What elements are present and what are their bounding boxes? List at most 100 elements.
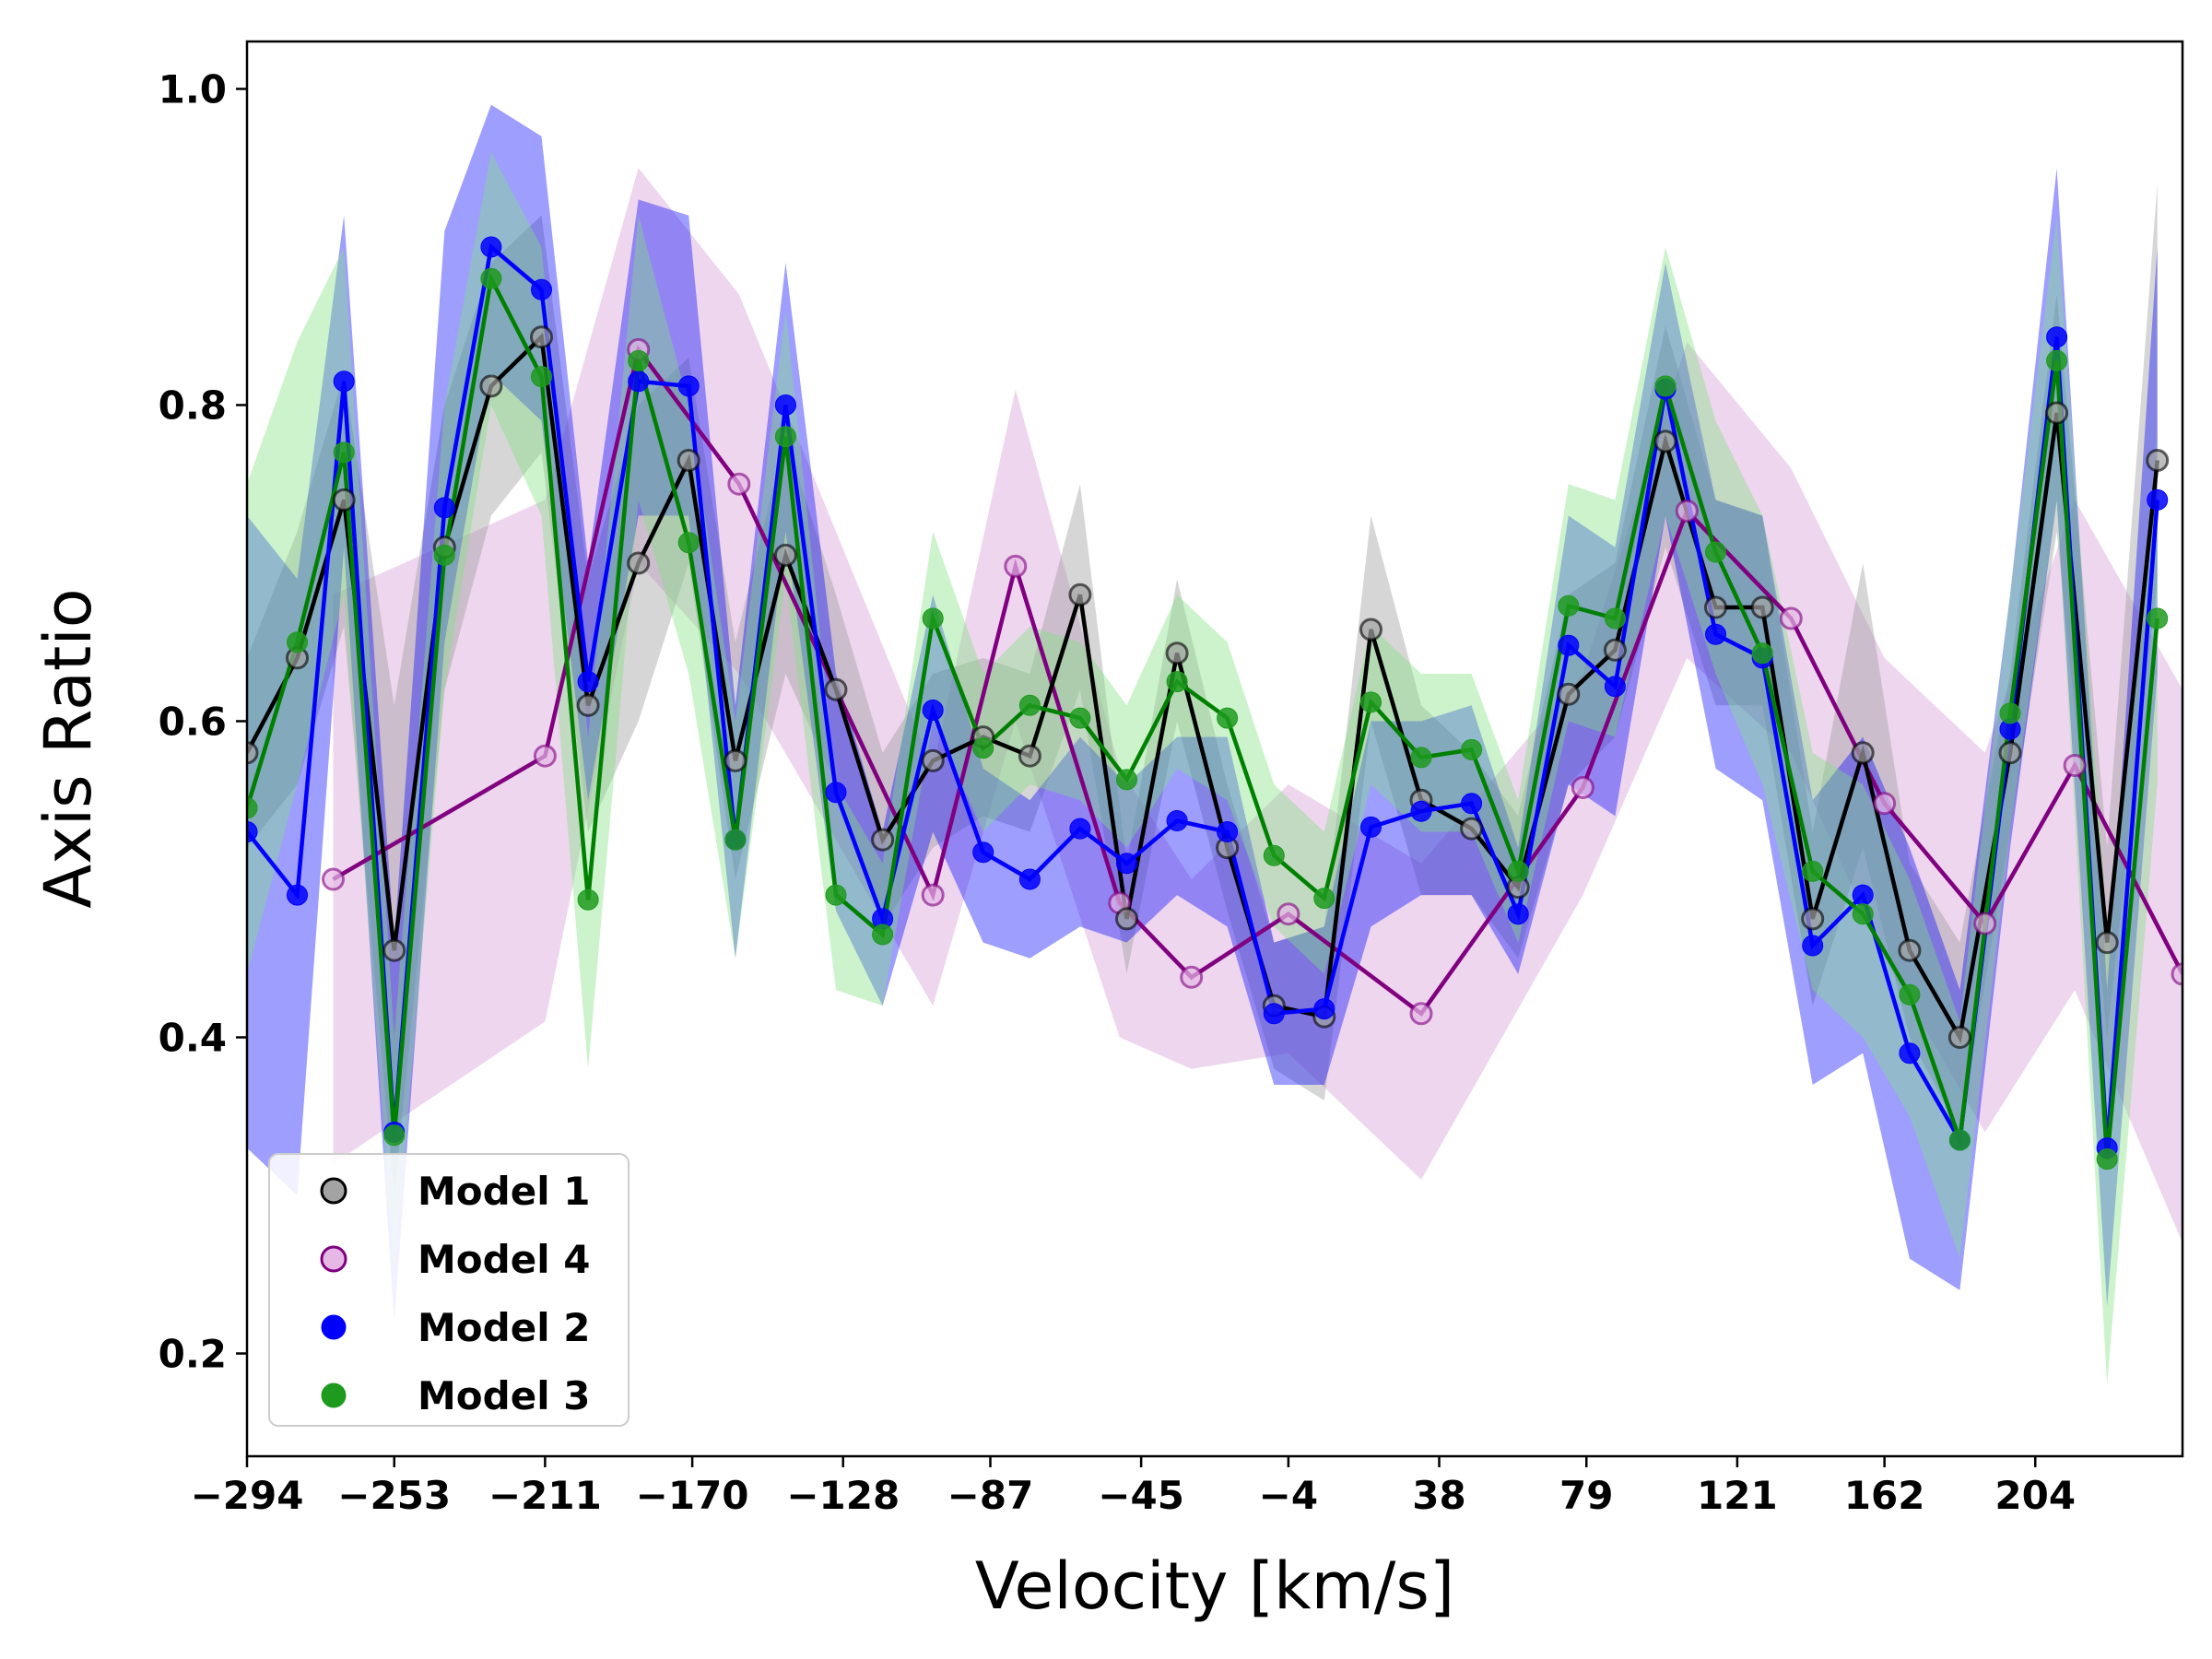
model-1-point: [1898, 938, 1922, 962]
model-1-point: [1557, 682, 1581, 706]
model-2-point: [774, 394, 796, 416]
model-3-point: [2147, 607, 2169, 629]
y-tick-label: 1.0: [159, 66, 227, 112]
model-3-point: [1654, 375, 1677, 397]
model-1-point: [1851, 741, 1875, 765]
model-3-point: [1116, 769, 1137, 791]
model-3-point: [628, 349, 650, 371]
model-3-line: [247, 272, 2159, 1159]
model-3-point: [1461, 738, 1483, 760]
x-tick-label: −170: [636, 1473, 749, 1518]
model-1-point: [1165, 641, 1189, 665]
model-3-point: [1999, 702, 2021, 724]
model-2-point: [1166, 810, 1188, 831]
model-1-point: [677, 449, 700, 472]
model-3-point: [1948, 1129, 1971, 1151]
model-1-point: [871, 828, 895, 852]
model-3-point: [1705, 541, 1726, 563]
x-tick-label: 121: [1697, 1473, 1778, 1518]
model-1-point: [530, 325, 553, 349]
model-3-point: [922, 607, 944, 629]
model-3-point: [774, 426, 796, 448]
model-2-point: [577, 671, 599, 693]
model-1-point: [332, 488, 356, 512]
legend: Model 1 Model 4 Model 2 Model 3: [268, 1153, 629, 1427]
model-3-point: [1899, 983, 1921, 1006]
model-3-point: [1166, 671, 1188, 693]
x-tick-label: −87: [947, 1473, 1034, 1518]
x-tick-label: 79: [1559, 1473, 1613, 1518]
x-axis-title: Velocity [km/s]: [975, 1548, 1454, 1624]
x-axis-ticks: −294 −253 −211 −170 −128 −87 −45 −4 38 79 121 162 20…: [191, 1456, 2076, 1518]
model-3-point: [972, 737, 994, 759]
model-2-point: [677, 375, 700, 397]
model-2-point: [1852, 884, 1874, 906]
model-2-point: [333, 371, 355, 393]
y-tick-label: 0.6: [159, 699, 227, 744]
model-4-point: [727, 472, 751, 496]
model-1-point: [1603, 638, 1627, 662]
model-4-point: [322, 867, 345, 891]
model-4-point: [533, 744, 557, 768]
y-tick-label: 0.4: [159, 1016, 227, 1061]
model-2-band: [247, 104, 2158, 1323]
model-3-point: [1604, 607, 1626, 629]
model-1-point: [576, 693, 600, 717]
model-1-point: [1115, 907, 1138, 931]
model-4-point: [1277, 902, 1300, 926]
series-markers: [247, 236, 2183, 1171]
legend-marker-model-1: [320, 1177, 347, 1205]
model-1-point: [627, 551, 651, 575]
x-tick-label: 204: [1994, 1473, 2076, 1518]
model-1-line: [247, 332, 2159, 1043]
model-2-point: [287, 884, 308, 906]
model-3-point: [480, 267, 502, 289]
model-3-point: [1069, 707, 1091, 729]
y-axis-title: Axis Ratio: [30, 588, 106, 908]
x-tick-label: 162: [1844, 1473, 1925, 1518]
legend-box: [268, 1153, 629, 1427]
model-2-point: [2147, 488, 2169, 511]
model-3-point: [1360, 691, 1382, 713]
model-4-point: [1004, 554, 1028, 578]
model-2-point: [433, 497, 455, 519]
model-3-point: [1507, 860, 1529, 882]
model-2-point: [247, 821, 258, 842]
x-tick-label: −253: [337, 1473, 451, 1518]
model-3-point: [1802, 860, 1824, 882]
model-2-point: [1018, 868, 1041, 890]
model-3-point: [1852, 903, 1874, 925]
model-2-point: [1116, 853, 1137, 875]
model-4-point: [1973, 912, 1997, 935]
model-4-point: [1873, 792, 1897, 816]
model-3-point: [677, 532, 700, 554]
model-2-point: [1313, 998, 1335, 1020]
legend-label-model-4: Model 4: [418, 1237, 590, 1282]
model-3-point: [1313, 888, 1335, 910]
model-4-point: [1180, 965, 1204, 989]
model-2-point: [922, 700, 944, 721]
model-1-point: [1068, 582, 1092, 606]
model-2-point: [628, 371, 650, 393]
model-2-point: [1604, 676, 1626, 698]
legend-marker-model-3: [321, 1382, 347, 1408]
x-tick-label: −294: [191, 1473, 304, 1518]
model-4-point: [1409, 1002, 1433, 1026]
model-2-point: [2046, 326, 2068, 348]
series-lines: [247, 242, 2183, 1159]
model-3-point: [531, 366, 552, 388]
x-tick-label: −211: [488, 1473, 602, 1518]
model-1-point: [1653, 429, 1677, 453]
model-2-line: [247, 242, 2159, 1148]
model-2-point: [1069, 818, 1091, 840]
model-1-point: [1998, 741, 2022, 765]
model-4-point: [921, 883, 945, 907]
model-3-point: [333, 441, 355, 464]
model-3-point: [872, 924, 894, 946]
model-3-point: [724, 829, 747, 851]
model-1-point: [1801, 907, 1825, 931]
model-1-point: [1460, 817, 1484, 841]
model-4-point: [1779, 606, 1803, 630]
legend-label-model-2: Model 2: [418, 1305, 590, 1350]
